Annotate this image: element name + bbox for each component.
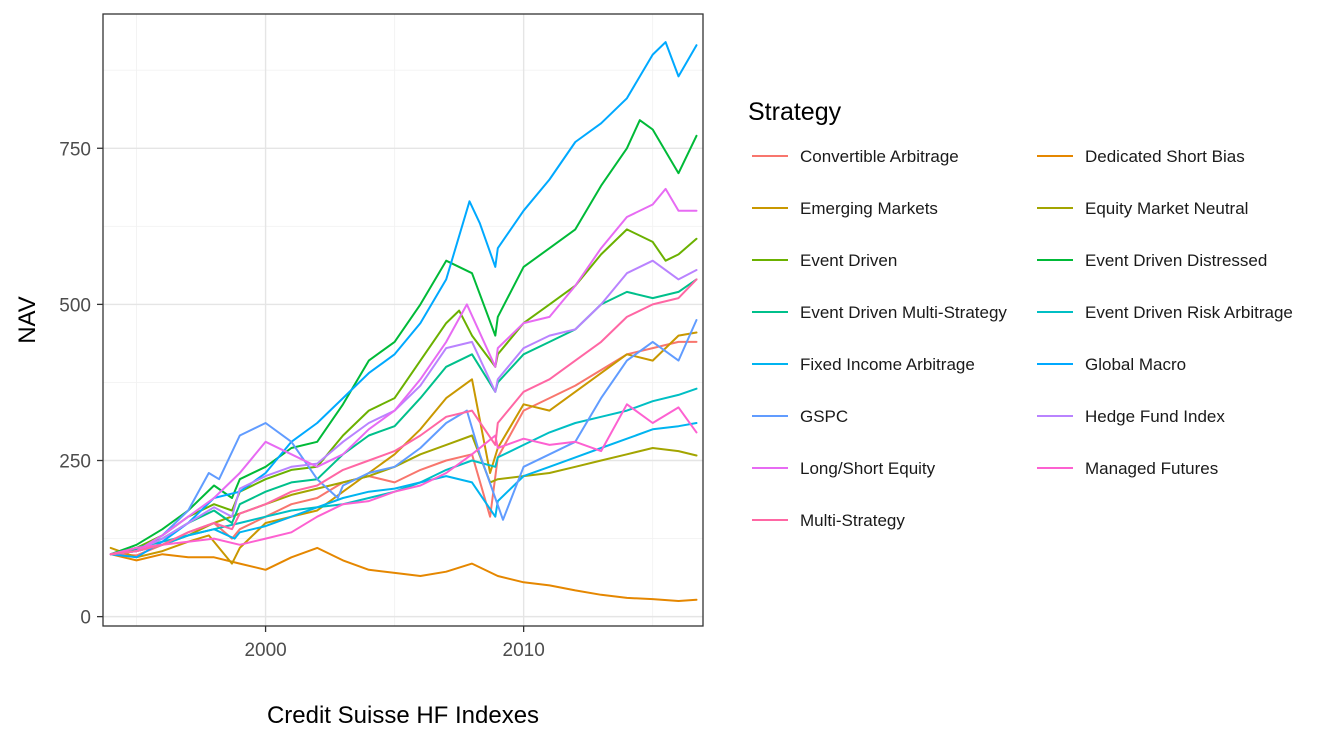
legend-item-global-macro: Global Macro xyxy=(1037,355,1186,374)
legend-label: Managed Futures xyxy=(1085,459,1218,478)
legend-item-fixed-income-arbitrage: Fixed Income Arbitrage xyxy=(752,355,975,374)
legend-item-event-driven-distressed: Event Driven Distressed xyxy=(1037,251,1267,270)
legend-item-long-short-equity: Long/Short Equity xyxy=(752,459,936,478)
series-line-event-driven-distressed xyxy=(109,119,698,556)
x-axis-title: Credit Suisse HF Indexes xyxy=(267,702,539,729)
x-tick-label: 2010 xyxy=(503,640,545,661)
y-axis-title: NAV xyxy=(14,296,41,344)
legend-label: Multi-Strategy xyxy=(800,511,905,530)
legend-title: Strategy xyxy=(748,98,842,126)
legend-item-dedicated-short-bias: Dedicated Short Bias xyxy=(1037,147,1245,166)
series-line-long-short-equity xyxy=(109,187,698,556)
legend-item-managed-futures: Managed Futures xyxy=(1037,459,1218,478)
series-line-event-driven xyxy=(109,228,698,556)
series-line-dedicated-short-bias xyxy=(109,546,698,602)
y-tick-label: 750 xyxy=(59,139,91,160)
legend-label: Equity Market Neutral xyxy=(1085,199,1248,218)
legend-item-gspc: GSPC xyxy=(752,407,848,426)
legend-item-convertible-arbitrage: Convertible Arbitrage xyxy=(752,147,959,166)
legend-label: Convertible Arbitrage xyxy=(800,147,959,166)
y-tick-label: 250 xyxy=(59,452,91,473)
legend-label: Event Driven Multi-Strategy xyxy=(800,303,1007,322)
legend-label: Emerging Markets xyxy=(800,199,938,218)
plot-panel-border xyxy=(102,13,704,627)
series-line-global-macro xyxy=(109,41,698,559)
legend-label: Global Macro xyxy=(1085,355,1186,374)
legend-item-hedge-fund-index: Hedge Fund Index xyxy=(1037,407,1225,426)
legend-item-event-driven-risk-arbitrage: Event Driven Risk Arbitrage xyxy=(1037,303,1293,322)
legend: Convertible Arbitrage Dedicated Short Bia… xyxy=(752,147,1293,530)
y-tick-label: 500 xyxy=(59,295,91,316)
series-line-multi-strategy xyxy=(109,278,698,556)
series-line-hedge-fund-index xyxy=(109,259,698,556)
legend-label: Event Driven xyxy=(800,251,897,270)
legend-label: Event Driven Risk Arbitrage xyxy=(1085,303,1293,322)
legend-label: Long/Short Equity xyxy=(800,459,936,478)
legend-label: Hedge Fund Index xyxy=(1085,407,1225,426)
legend-label: Fixed Income Arbitrage xyxy=(800,355,975,374)
legend-item-emerging-markets: Emerging Markets xyxy=(752,199,938,218)
series-line-convertible-arbitrage xyxy=(109,340,698,557)
legend-item-equity-market-neutral: Equity Market Neutral xyxy=(1037,199,1248,218)
legend-label: Dedicated Short Bias xyxy=(1085,147,1245,166)
grid xyxy=(103,14,703,626)
series-line-emerging-markets xyxy=(109,331,698,565)
legend-item-event-driven-multi-strategy: Event Driven Multi-Strategy xyxy=(752,303,1007,322)
series-lines xyxy=(109,41,698,602)
legend-label: GSPC xyxy=(800,407,848,426)
series-line-gspc xyxy=(109,319,698,556)
legend-item-event-driven: Event Driven xyxy=(752,251,897,270)
legend-item-multi-strategy: Multi-Strategy xyxy=(752,511,905,530)
series-line-managed-futures xyxy=(109,403,698,556)
axis-ticks: 0 250 500 750 2000 2010 xyxy=(59,139,544,661)
x-tick-label: 2000 xyxy=(244,640,286,661)
legend-label: Event Driven Distressed xyxy=(1085,251,1267,270)
series-line-equity-market-neutral xyxy=(109,434,698,556)
y-tick-label: 0 xyxy=(80,608,91,629)
